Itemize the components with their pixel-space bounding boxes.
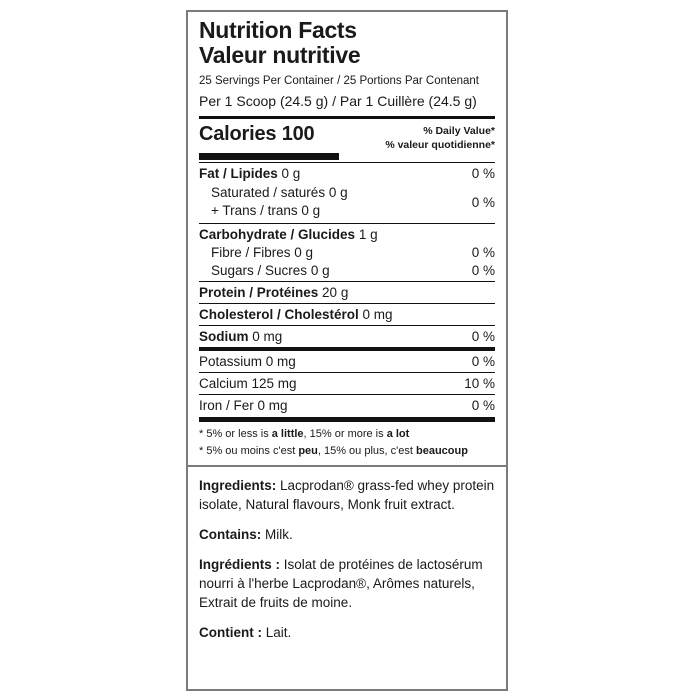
serving-size: Per 1 Scoop (24.5 g) / Par 1 Cuillère (2… [199,92,477,109]
footnote-french: * 5% ou moins c'est peu, 15% ou plus, c'… [199,445,468,458]
nutrient-dv: 0 % [471,165,495,181]
nutrient-dv: 0 % [471,263,495,279]
ingredients-section: Ingredients: Lacprodan® grass-fed whey p… [188,467,506,689]
nutrient-dv: 10 % [464,376,495,392]
daily-value-header-fr: % valeur quotidienne* [385,138,495,151]
nutrition-label: Nutrition Facts Valeur nutritive 25 Serv… [186,10,508,691]
nutrient-dv: 0 % [471,194,495,210]
daily-value-header-en: % Daily Value* [423,124,495,137]
nutrient-dv: 0 % [471,329,495,345]
calories-row: Calories 100 % Daily Value* % valeur quo… [199,119,495,152]
nutrient-name: Protein / Protéines 20 g [199,285,349,301]
row-sodium: Sodium 0 mg 0 % [199,325,495,347]
nutrient-name: Calcium 125 mg [199,376,297,392]
nutrition-facts-section: Nutrition Facts Valeur nutritive 25 Serv… [188,12,506,468]
saturated-line: Saturated / saturés 0 g [211,184,348,200]
title-french: Valeur nutritive [199,42,361,69]
calories-amount: 100 [281,122,315,145]
nutrient-name: Cholesterol / Cholestérol 0 mg [199,307,393,323]
nutrient-name: Fibre / Fibres 0 g [211,245,314,261]
contains-english: Contains: Milk. [199,527,293,543]
nutrient-name: Saturated / saturés 0 g + Trans / trans … [199,184,348,220]
calories-underline-bar [199,152,339,160]
calories-label: Calories [199,122,277,145]
nutrient-name: Potassium 0 mg [199,354,296,370]
nutrient-name: Sodium 0 mg [199,329,283,345]
row-potassium: Potassium 0 mg 0 % [199,347,495,372]
footnote-english: * 5% or less is a little, 15% or more is… [199,428,410,441]
nutrient-name: Sugars / Sucres 0 g [211,263,330,279]
daily-value-footnotes: * 5% or less is a little, 15% or more is… [199,422,495,460]
nutrient-name: Carbohydrate / Glucides 1 g [199,227,378,243]
row-carbohydrate: Carbohydrate / Glucides 1 g [199,223,495,245]
row-saturated-trans: Saturated / saturés 0 g + Trans / trans … [199,184,495,223]
serving-divider [199,115,495,119]
calories-value: Calories 100 [199,122,315,146]
trans-line: + Trans / trans 0 g [211,203,321,219]
nutrient-dv: 0 % [471,398,495,414]
row-calcium: Calcium 125 mg 10 % [199,372,495,394]
ingredients-french: Ingrédients : Isolat de protéines de lac… [199,557,483,610]
servings-per-container: 25 Servings Per Container / 25 Portions … [199,74,479,87]
row-sugars: Sugars / Sucres 0 g 0 % [199,263,495,281]
footnote-divider-bar [199,417,495,423]
row-iron: Iron / Fer 0 mg 0 % [199,394,495,416]
nutrient-name: Iron / Fer 0 mg [199,398,288,414]
nutrient-dv: 0 % [471,245,495,261]
contains-french: Contient : Lait. [199,624,292,640]
title-english: Nutrition Facts [199,17,357,43]
ingredients-english: Ingredients: Lacprodan® grass-fed whey p… [199,478,495,513]
daily-value-header: % Daily Value* % valeur quotidienne* [385,123,495,152]
nutrient-dv: 0 % [471,354,495,370]
nutrient-name: Fat / Lipides 0 g [199,165,301,181]
row-cholesterol: Cholesterol / Cholestérol 0 mg [199,303,495,325]
row-protein: Protein / Protéines 20 g [199,281,495,303]
row-fat: Fat / Lipides 0 g 0 % [199,161,495,184]
row-fibre: Fibre / Fibres 0 g 0 % [199,245,495,263]
